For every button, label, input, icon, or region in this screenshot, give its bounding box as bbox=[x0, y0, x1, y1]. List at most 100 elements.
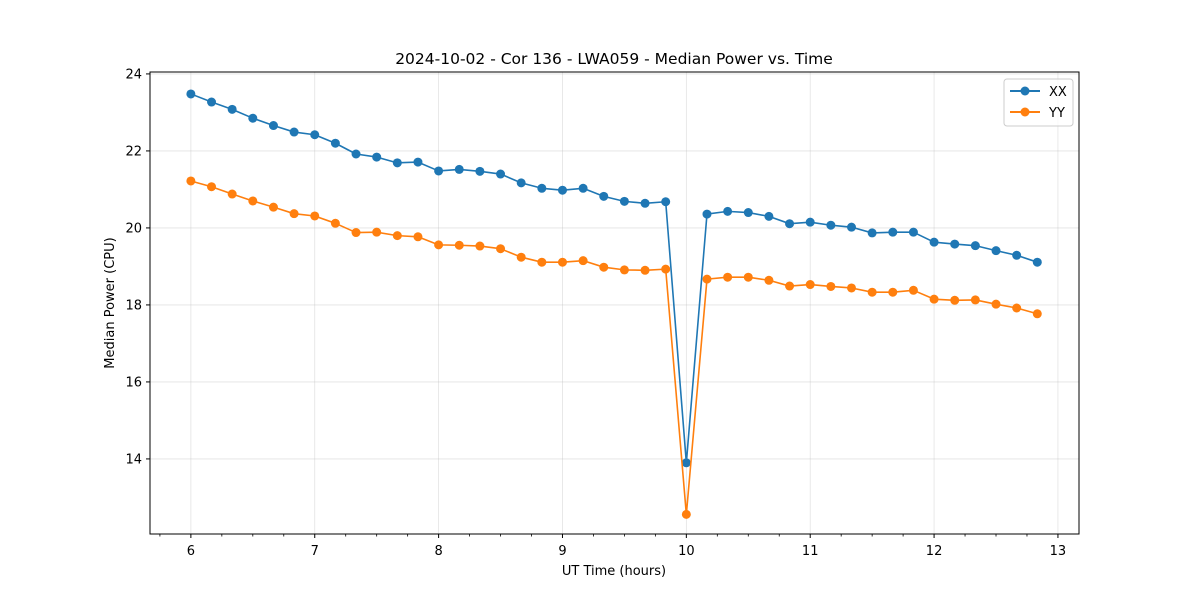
data-point-xx bbox=[785, 219, 795, 229]
data-point-xx bbox=[950, 239, 960, 249]
data-point-xx bbox=[392, 158, 402, 168]
data-point-yy bbox=[681, 509, 691, 519]
y-tick-label: 16 bbox=[125, 375, 142, 390]
data-point-xx bbox=[557, 185, 567, 195]
x-tick-label: 10 bbox=[678, 544, 695, 559]
series-layer bbox=[186, 89, 1042, 519]
chart-title: 2024-10-02 - Cor 136 - LWA059 - Median P… bbox=[395, 50, 833, 68]
data-point-xx bbox=[681, 458, 691, 468]
data-point-xx bbox=[1032, 257, 1042, 267]
legend-label-xx: XX bbox=[1049, 85, 1067, 100]
data-point-xx bbox=[908, 227, 918, 237]
data-point-yy bbox=[454, 240, 464, 250]
data-point-yy bbox=[268, 202, 278, 212]
data-point-xx bbox=[929, 237, 939, 247]
x-tick-label: 7 bbox=[311, 544, 319, 559]
grid-layer bbox=[150, 72, 1079, 534]
plot-frame bbox=[149, 71, 1080, 535]
data-point-yy bbox=[516, 252, 526, 262]
data-point-xx bbox=[186, 89, 196, 99]
data-point-xx bbox=[846, 222, 856, 232]
data-point-yy bbox=[1032, 309, 1042, 319]
y-tick-label: 18 bbox=[125, 298, 142, 313]
x-tick-label: 9 bbox=[558, 544, 566, 559]
data-point-xx bbox=[310, 130, 320, 140]
data-point-xx bbox=[1012, 250, 1022, 260]
data-point-yy bbox=[351, 228, 361, 238]
data-point-yy bbox=[557, 257, 567, 267]
data-point-yy bbox=[723, 272, 733, 282]
data-point-xx bbox=[351, 149, 361, 159]
data-point-yy bbox=[785, 281, 795, 291]
data-point-yy bbox=[929, 294, 939, 304]
y-tick-label: 20 bbox=[125, 221, 142, 236]
data-point-yy bbox=[702, 274, 712, 284]
data-point-yy bbox=[991, 299, 1001, 309]
data-point-xx bbox=[289, 127, 299, 137]
legend-label-yy: YY bbox=[1048, 106, 1065, 121]
data-point-yy bbox=[330, 218, 340, 228]
data-point-xx bbox=[330, 138, 340, 148]
data-point-yy bbox=[496, 244, 506, 254]
x-tick-label: 12 bbox=[926, 544, 943, 559]
legend-marker-xx bbox=[1020, 86, 1030, 96]
data-point-xx bbox=[640, 198, 650, 208]
data-point-yy bbox=[970, 295, 980, 305]
data-point-xx bbox=[227, 104, 237, 114]
data-point-xx bbox=[207, 97, 217, 107]
data-point-yy bbox=[372, 227, 382, 237]
data-point-xx bbox=[888, 227, 898, 237]
data-point-xx bbox=[764, 211, 774, 221]
data-point-xx bbox=[743, 208, 753, 218]
data-point-yy bbox=[537, 257, 547, 267]
data-point-yy bbox=[207, 182, 217, 192]
y-tick-label: 14 bbox=[125, 452, 142, 467]
data-point-yy bbox=[908, 285, 918, 295]
data-point-xx bbox=[475, 166, 485, 176]
data-point-yy bbox=[743, 272, 753, 282]
y-tick-label: 22 bbox=[125, 144, 142, 159]
data-point-xx bbox=[826, 220, 836, 230]
x-tick-label: 11 bbox=[802, 544, 819, 559]
data-point-yy bbox=[227, 189, 237, 199]
data-point-yy bbox=[1012, 303, 1022, 313]
data-point-xx bbox=[661, 197, 671, 207]
data-point-xx bbox=[578, 183, 588, 193]
data-point-yy bbox=[186, 176, 196, 186]
data-point-yy bbox=[289, 209, 299, 219]
x-tick-label: 6 bbox=[187, 544, 195, 559]
data-point-xx bbox=[454, 164, 464, 174]
data-point-xx bbox=[805, 217, 815, 227]
data-point-xx bbox=[516, 178, 526, 188]
data-point-xx bbox=[434, 166, 444, 176]
data-point-yy bbox=[888, 287, 898, 297]
data-point-yy bbox=[413, 232, 423, 242]
data-point-yy bbox=[950, 295, 960, 305]
data-point-yy bbox=[599, 262, 609, 272]
data-point-xx bbox=[496, 169, 506, 179]
data-point-xx bbox=[702, 209, 712, 219]
data-point-yy bbox=[578, 256, 588, 266]
data-point-yy bbox=[392, 231, 402, 241]
data-point-xx bbox=[413, 157, 423, 167]
data-point-xx bbox=[599, 191, 609, 201]
data-point-xx bbox=[991, 246, 1001, 256]
data-point-yy bbox=[434, 240, 444, 250]
data-point-xx bbox=[248, 113, 258, 123]
data-point-xx bbox=[619, 196, 629, 206]
data-point-xx bbox=[268, 121, 278, 131]
data-point-yy bbox=[640, 265, 650, 275]
data-point-xx bbox=[723, 206, 733, 216]
data-point-yy bbox=[826, 281, 836, 291]
tick-layer: 6 7 8 9 10 11 12 13 14 16 18 20 22 24 bbox=[125, 67, 1066, 559]
data-point-yy bbox=[248, 196, 258, 206]
data-point-yy bbox=[867, 287, 877, 297]
y-axis-label: Median Power (CPU) bbox=[103, 237, 118, 368]
data-point-xx bbox=[970, 241, 980, 251]
x-axis-label: UT Time (hours) bbox=[562, 564, 666, 579]
data-point-xx bbox=[372, 152, 382, 162]
data-point-xx bbox=[537, 183, 547, 193]
data-point-yy bbox=[475, 241, 485, 251]
